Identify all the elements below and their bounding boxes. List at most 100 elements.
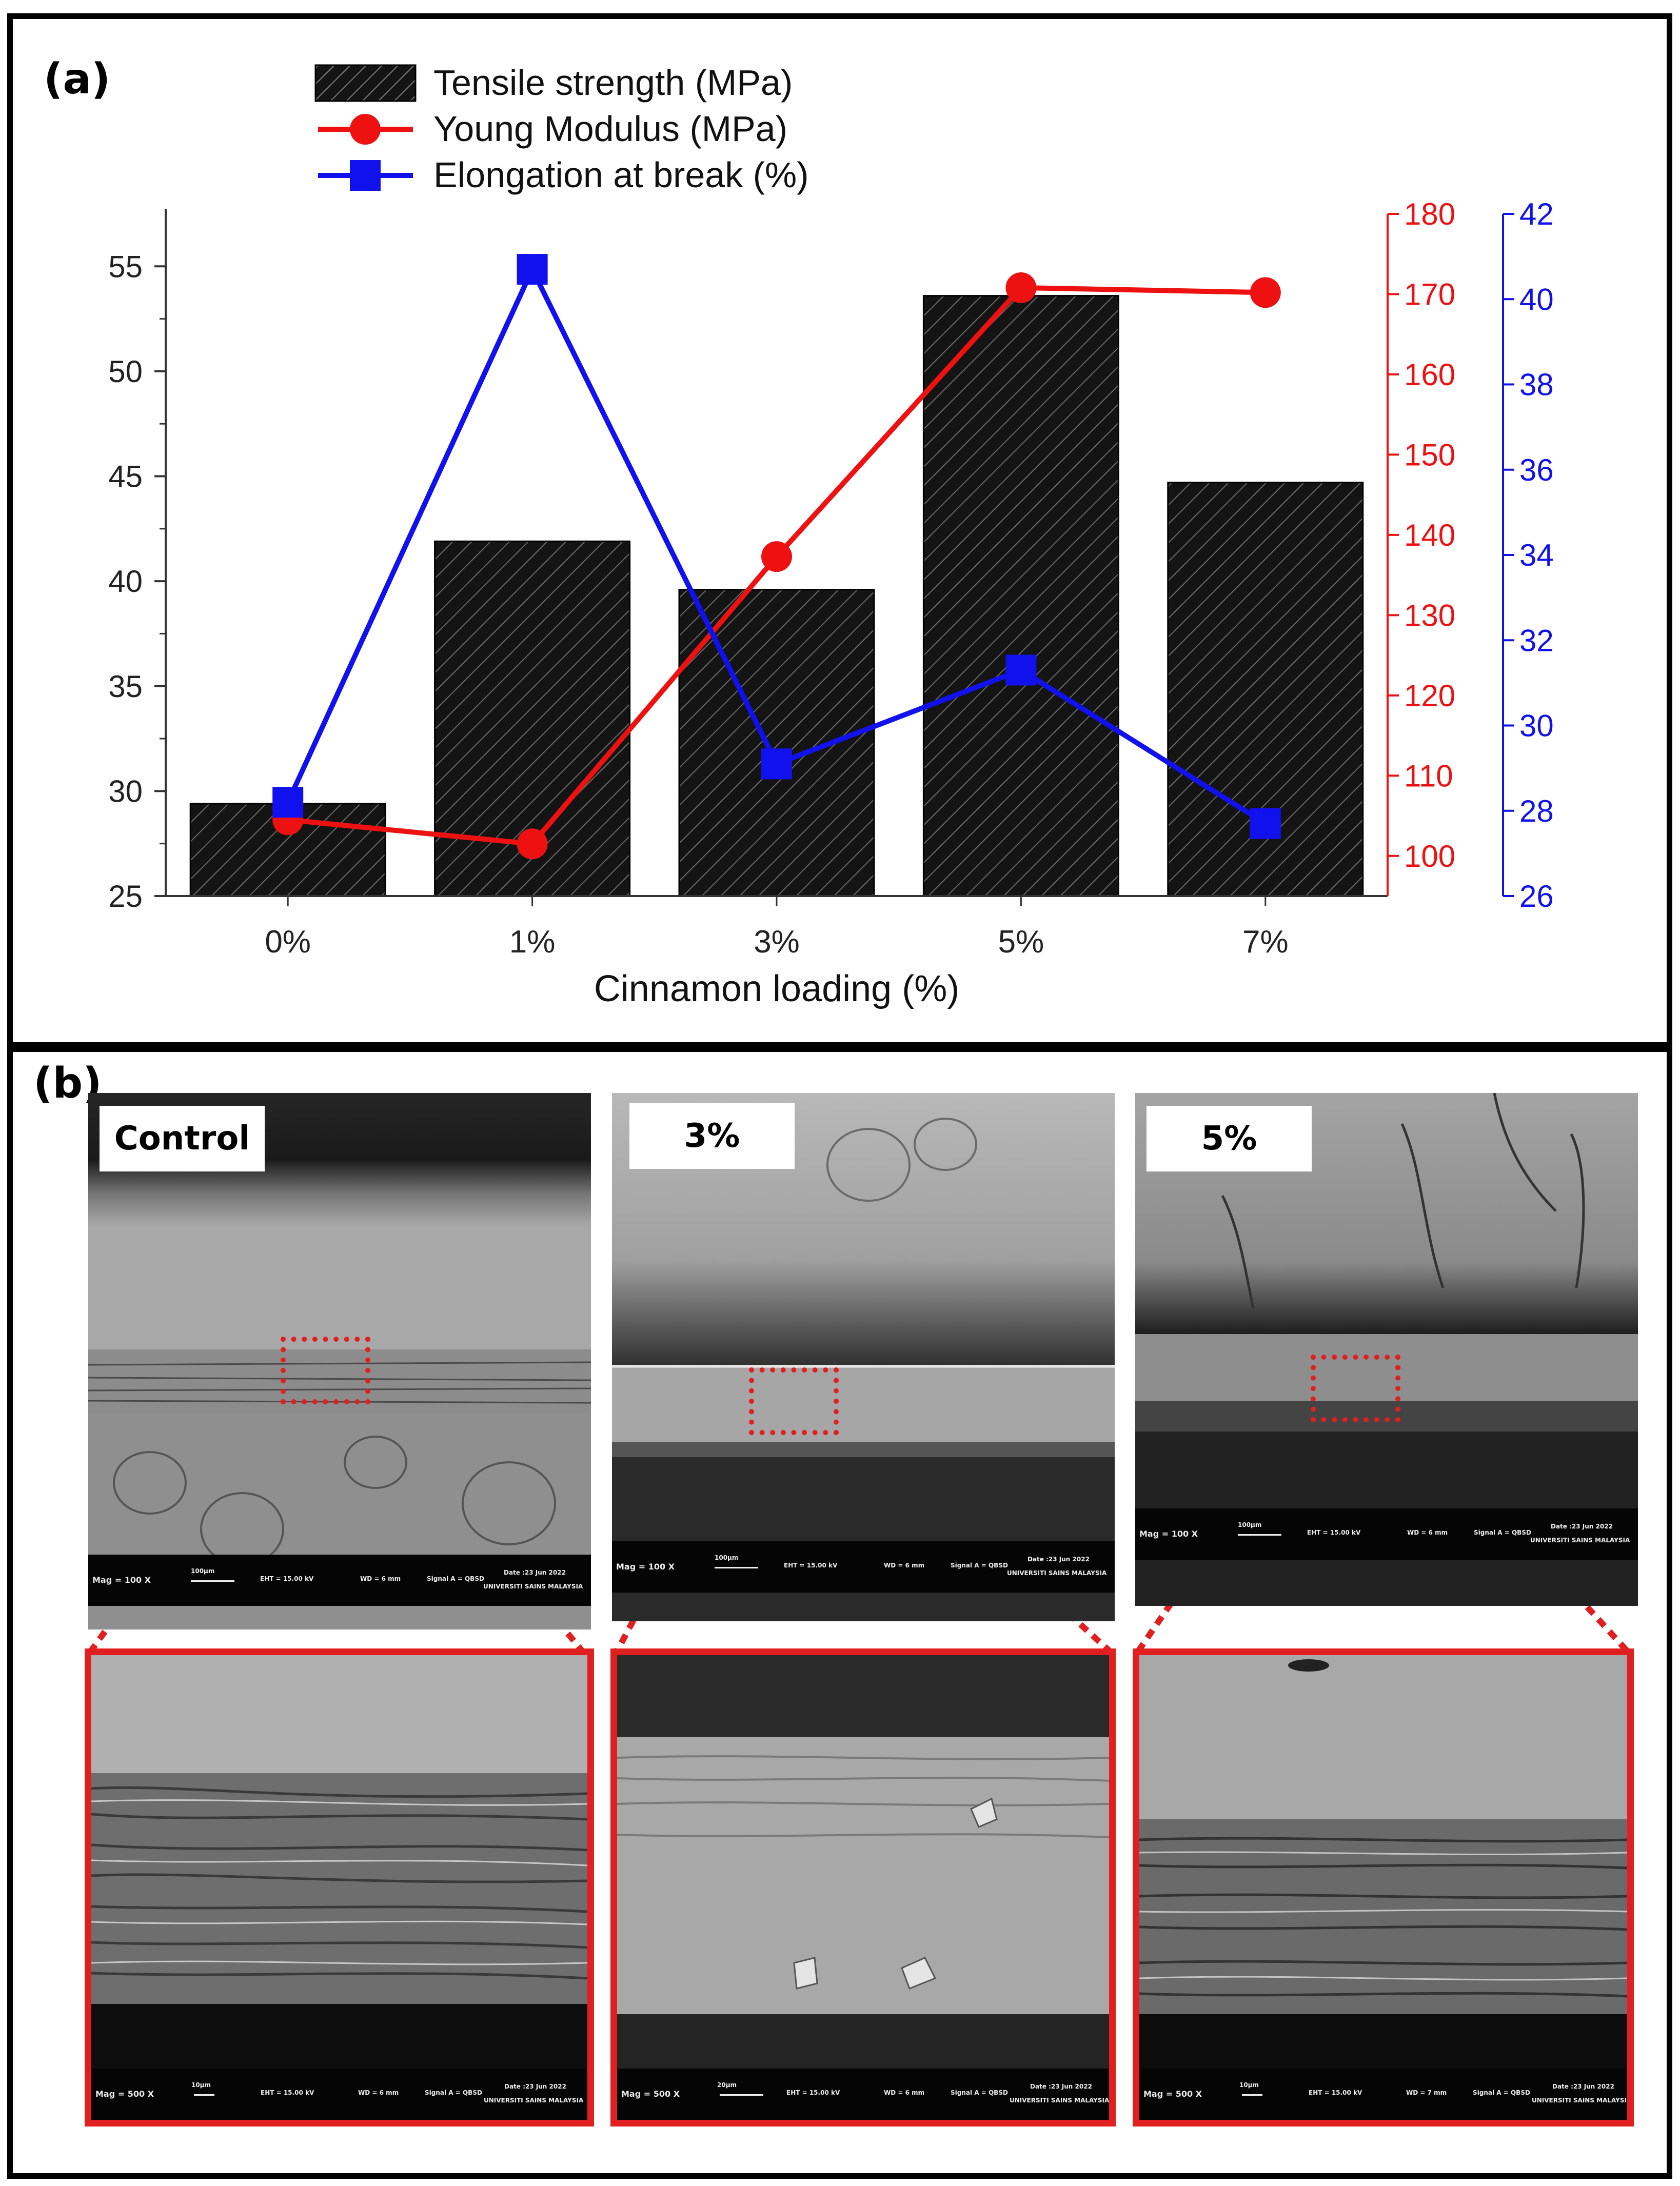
sem-mag: Mag = 100 X <box>616 1562 675 1572</box>
sem-scale: 10µm <box>191 2081 211 2089</box>
tick-label-right-elongation: 38 <box>1519 368 1554 402</box>
sem-wd: WD = 6 mm <box>360 1575 401 1582</box>
tick-label-right-elongation: 34 <box>1519 538 1554 572</box>
tick-label-right-modulus: 110 <box>1404 759 1453 793</box>
tick-label-right-modulus: 130 <box>1404 598 1455 632</box>
sem-overview-5pct: 5% Mag = 100 X 100µm EHT = 15.00 kV WD =… <box>1135 1093 1638 1606</box>
scale-bar <box>720 2094 763 2096</box>
tick-label-x: 5% <box>998 924 1044 960</box>
sem-date: Date :23 Jun 2022 <box>504 1569 566 1576</box>
sem-infobar: Mag = 500 X 10µm EHT = 15.00 kV WD = 7 m… <box>1139 2069 1627 2120</box>
point-elongation-0% <box>272 787 304 818</box>
sem-date: Date :23 Jun 2022 <box>1552 2083 1614 2090</box>
sem-date: Date :23 Jun 2022 <box>504 2083 566 2090</box>
sem-org: UNIVERSITI SAINS MALAYSIA <box>1532 2097 1632 2104</box>
sample-label-3pct: 3% <box>629 1103 795 1169</box>
sem-mag: Mag = 500 X <box>621 2089 680 2099</box>
sem-signal: Signal A = QBSD <box>1474 1529 1531 1536</box>
sem-signal: Signal A = QBSD <box>951 2089 1008 2096</box>
point-modulus-7% <box>1250 277 1281 308</box>
sem-infobar: Mag = 100 X 100µm EHT = 15.00 kV WD = 6 … <box>612 1541 1115 1593</box>
zoom-region-control <box>281 1337 370 1404</box>
panel-b: (b) <box>7 1046 1672 2179</box>
sem-overview-control: Control Mag = 100 X 100µm EHT = 15.00 kV… <box>88 1093 591 1629</box>
point-elongation-1% <box>517 254 548 285</box>
legend-marker-elongation <box>350 160 381 191</box>
legend-label: Elongation at break (%) <box>433 155 809 195</box>
tick-label-right-modulus: 120 <box>1404 679 1455 713</box>
tick-label-left: 50 <box>108 354 143 389</box>
tick-label-left: 35 <box>108 669 143 704</box>
legend-marker-modulus <box>350 114 381 145</box>
tick-label-right-elongation: 40 <box>1519 282 1554 316</box>
scale-bar <box>194 2094 214 2096</box>
tick-label-right-elongation: 32 <box>1519 623 1554 658</box>
panel-a-label: (a) <box>44 55 111 104</box>
sem-eht: EHT = 15.00 kV <box>786 2089 840 2096</box>
tick-label-right-modulus: 100 <box>1404 839 1455 873</box>
sem-wd: WD = 7 mm <box>1406 2089 1447 2096</box>
sem-mag: Mag = 100 X <box>1139 1529 1198 1539</box>
sem-org: UNIVERSITI SAINS MALAYSIA <box>1007 1569 1107 1577</box>
tick-label-left: 30 <box>108 774 143 808</box>
sem-mag: Mag = 500 X <box>1143 2089 1202 2099</box>
sem-mag: Mag = 500 X <box>95 2089 154 2099</box>
point-elongation-3% <box>761 748 792 780</box>
sem-date: Date :23 Jun 2022 <box>1551 1523 1613 1530</box>
sem-mag: Mag = 100 X <box>92 1575 151 1585</box>
sem-scale: 10µm <box>1239 2081 1259 2089</box>
sem-org: UNIVERSITI SAINS MALAYSIA <box>1530 1537 1630 1544</box>
sem-zoom-3pct: Mag = 500 X 20µm EHT = 15.00 kV WD = 6 m… <box>610 1648 1116 2127</box>
sample-label-control: Control <box>100 1106 265 1171</box>
sem-infobar: Mag = 500 X 20µm EHT = 15.00 kV WD = 6 m… <box>617 2069 1109 2120</box>
point-modulus-3% <box>761 541 792 572</box>
tick-label-x: 1% <box>509 924 556 960</box>
tick-label-right-elongation: 26 <box>1519 879 1554 913</box>
sem-eht: EHT = 15.00 kV <box>261 2089 314 2096</box>
sem-org: UNIVERSITI SAINS MALAYSIA <box>484 2097 584 2104</box>
tick-label-right-elongation: 36 <box>1519 453 1554 487</box>
tick-label-left: 55 <box>108 249 143 284</box>
sample-label-5pct: 5% <box>1147 1106 1312 1171</box>
scale-bar <box>1238 1534 1281 1536</box>
sem-zoom-control: Mag = 500 X 10µm EHT = 15.00 kV WD = 6 m… <box>85 1648 594 2127</box>
sem-scale: 100µm <box>1238 1521 1262 1528</box>
sem-org: UNIVERSITI SAINS MALAYSIA <box>1010 2097 1110 2104</box>
sem-scale: 100µm <box>715 1554 739 1561</box>
point-elongation-7% <box>1250 808 1281 839</box>
sem-infobar: Mag = 100 X 100µm EHT = 15.00 kV WD = 6 … <box>1135 1508 1638 1560</box>
sem-wd: WD = 6 mm <box>884 1562 925 1569</box>
zoom-region-3pct <box>749 1367 839 1435</box>
tick-label-right-modulus: 140 <box>1404 518 1455 552</box>
sem-scale: 100µm <box>191 1567 215 1575</box>
point-modulus-5% <box>1005 272 1037 303</box>
tick-label-left: 25 <box>108 879 143 913</box>
sem-signal: Signal A = QBSD <box>425 2089 482 2096</box>
legend-label: Tensile strength (MPa) <box>433 63 793 103</box>
sem-date: Date :23 Jun 2022 <box>1030 2083 1092 2090</box>
scale-bar <box>191 1580 234 1582</box>
tick-label-left: 40 <box>108 564 143 599</box>
tick-label-right-modulus: 170 <box>1404 277 1455 311</box>
sem-eht: EHT = 15.00 kV <box>1309 2089 1362 2096</box>
tick-label-right-modulus: 150 <box>1404 438 1455 472</box>
sem-wd: WD = 6 mm <box>884 2089 925 2096</box>
sem-wd: WD = 6 mm <box>1407 1529 1448 1536</box>
sem-eht: EHT = 15.00 kV <box>784 1562 838 1569</box>
tick-label-right-elongation: 28 <box>1519 794 1554 828</box>
sem-date: Date :23 Jun 2022 <box>1027 1556 1090 1563</box>
scale-bar <box>1242 2094 1262 2096</box>
combo-chart: 25 30 35 40 45 50 55 100 110 120 130 140 150 160 170 18… <box>108 63 1554 1009</box>
legend-swatch-tensile <box>314 64 417 102</box>
bar-tensile-5% <box>922 295 1119 897</box>
bar-tensile-3% <box>678 589 875 897</box>
sem-wd: WD = 6 mm <box>358 2089 399 2096</box>
tick-label-x: 7% <box>1242 924 1289 960</box>
sem-signal: Signal A = QBSD <box>1473 2089 1530 2096</box>
sem-infobar: Mag = 100 X 100µm EHT = 15.00 kV WD = 6 … <box>88 1555 591 1606</box>
sem-scale: 20µm <box>717 2081 737 2089</box>
tick-label-right-elongation: 30 <box>1519 709 1554 743</box>
legend-label: Young Modulus (MPa) <box>433 109 787 149</box>
zoom-region-5pct <box>1311 1355 1400 1422</box>
tick-label-x: 0% <box>265 924 311 960</box>
